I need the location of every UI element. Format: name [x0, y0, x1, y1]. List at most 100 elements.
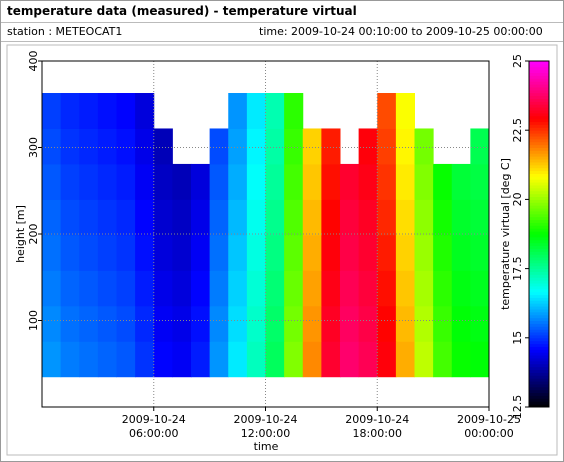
colorbar-swatch: [529, 141, 549, 146]
heat-cell: [395, 93, 415, 129]
heat-cell: [265, 163, 285, 200]
heat-cell: [321, 234, 341, 271]
heat-cell: [42, 163, 62, 200]
heat-cell: [153, 234, 173, 271]
heat-cell: [191, 234, 211, 271]
station: station : METEOCAT1: [7, 25, 123, 38]
heat-cell: [321, 270, 341, 307]
heat-cell: [377, 341, 397, 378]
colorbar-swatch: [529, 349, 549, 353]
heat-cell: [191, 305, 211, 342]
colorbar-swatch: [529, 124, 549, 128]
heat-cell: [302, 341, 322, 378]
heat-cell: [172, 199, 192, 236]
heat-cell: [265, 341, 285, 378]
heat-cell: [395, 163, 415, 200]
heat-cell: [395, 199, 415, 236]
colorbar-swatch: [529, 225, 549, 229]
heat-cell: [470, 234, 490, 271]
panel: [6, 44, 558, 456]
heat-cell: [433, 163, 453, 200]
heat-cell: [470, 341, 490, 378]
heat-cell: [321, 305, 341, 342]
heat-cell: [153, 270, 173, 307]
heat-cell: [42, 305, 62, 342]
y-tick-label: 400: [27, 51, 40, 72]
heat-cell: [265, 305, 285, 342]
heat-cell: [42, 93, 62, 129]
colorbar-swatch: [529, 389, 549, 394]
heat-cell: [302, 128, 322, 165]
colorbar-swatch: [529, 352, 549, 356]
y-tick-label: 300: [27, 137, 40, 158]
heat-cell: [284, 234, 304, 271]
heat-cell: [377, 305, 397, 342]
colorbar-swatch: [529, 271, 549, 275]
heat-cell: [284, 270, 304, 307]
colorbar-swatch: [529, 285, 549, 290]
colorbar-swatch: [529, 213, 549, 218]
heat-cell: [470, 270, 490, 307]
heat-cell: [79, 305, 99, 342]
heat-cell: [60, 163, 80, 200]
heat-cell: [246, 163, 266, 200]
heat-cell: [116, 199, 136, 236]
heat-cell: [191, 199, 211, 236]
heat-cell: [451, 234, 471, 271]
colorbar-swatch: [529, 92, 549, 97]
colorbar-swatch: [529, 86, 549, 91]
heat-cell: [60, 341, 80, 378]
heat-cell: [284, 305, 304, 342]
colorbar-swatch: [529, 291, 549, 296]
colorbar-swatch: [529, 66, 549, 71]
colorbar-swatch: [529, 184, 549, 189]
colorbar-swatch: [529, 205, 549, 209]
heat-cell: [228, 128, 248, 165]
colorbar-swatch: [529, 130, 549, 134]
heat-cell: [97, 270, 117, 307]
colorbar-swatch: [529, 375, 549, 379]
heat-cell: [470, 163, 490, 200]
heat-cell: [97, 93, 117, 129]
heat-cell: [340, 305, 360, 342]
colorbar-swatch: [529, 245, 549, 249]
heat-cell: [116, 305, 136, 342]
colorbar-swatch: [529, 179, 549, 183]
heat-cell: [284, 93, 304, 129]
chart-title: temperature data (measured) - temperatur…: [7, 4, 357, 18]
colorbar-swatch: [529, 196, 549, 200]
heat-cell: [191, 270, 211, 307]
heat-cell: [358, 305, 378, 342]
colorbar-swatch: [529, 95, 549, 99]
heat-cell: [340, 341, 360, 378]
heat-cell: [451, 199, 471, 236]
colorbar-swatch: [529, 144, 549, 148]
heat-cell: [265, 128, 285, 165]
heat-cell: [302, 270, 322, 307]
heat-cell: [97, 163, 117, 200]
heat-cell: [433, 199, 453, 236]
heat-cell: [60, 305, 80, 342]
colorbar-swatch: [529, 110, 549, 114]
heat-cell: [79, 270, 99, 307]
colorbar-tick-label: 12.5: [511, 395, 524, 420]
colorbar-swatch: [529, 303, 549, 307]
colorbar-swatch: [529, 115, 549, 120]
colorbar-swatch: [529, 199, 549, 203]
colorbar-swatch: [529, 89, 549, 94]
colorbar-swatch: [529, 75, 549, 79]
heat-cell: [470, 128, 490, 165]
colorbar-swatch: [529, 72, 549, 76]
colorbar-swatch: [529, 392, 549, 396]
colorbar-swatch: [529, 262, 549, 267]
colorbar-tick-label: 20: [511, 192, 524, 206]
colorbar-swatch: [529, 222, 549, 226]
heat-cell: [284, 163, 304, 200]
colorbar-swatch: [529, 355, 549, 359]
colorbar-swatch: [529, 398, 549, 402]
colorbar-swatch: [529, 210, 549, 215]
heat-cell: [340, 163, 360, 200]
heat-cell: [246, 234, 266, 271]
colorbar-frame: [528, 60, 550, 408]
heat-cell: [153, 341, 173, 378]
